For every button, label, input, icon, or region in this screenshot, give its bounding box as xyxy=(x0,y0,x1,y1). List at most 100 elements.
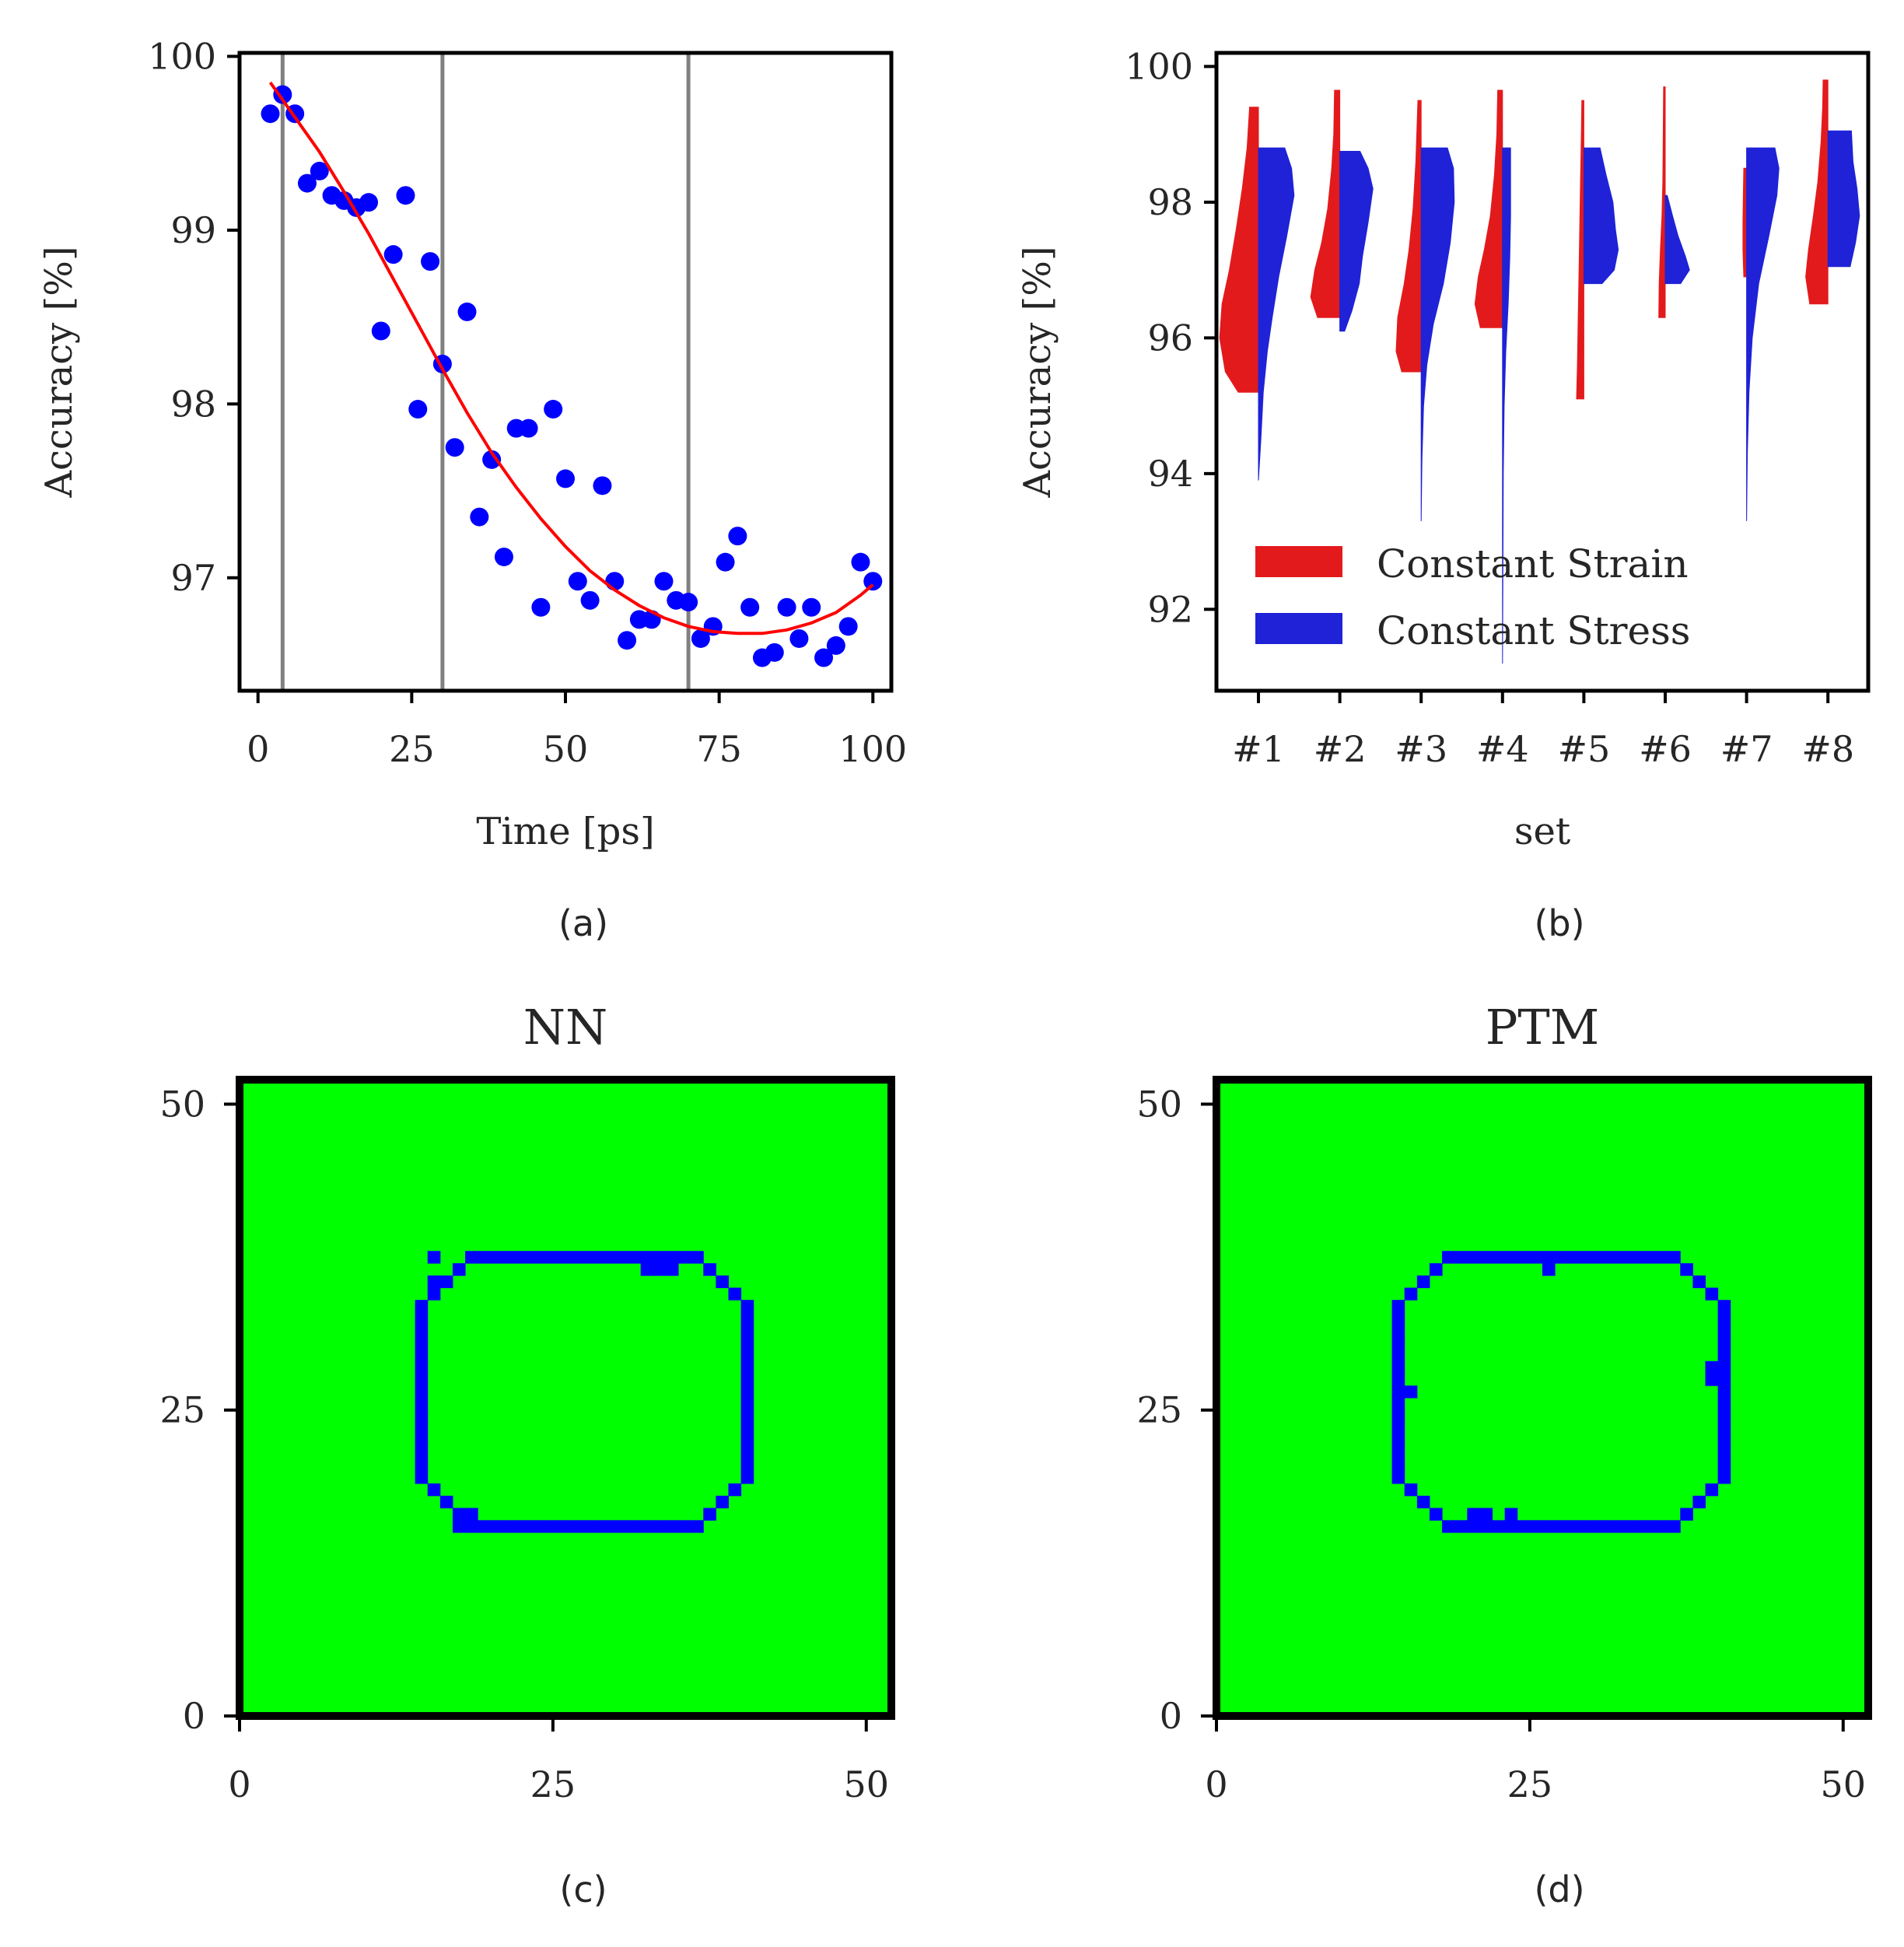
scatter-point xyxy=(728,527,747,546)
violin-stress-4 xyxy=(1502,147,1511,664)
boundary-cell xyxy=(478,1520,491,1533)
boundary-cell xyxy=(478,1251,491,1264)
boundary-cell xyxy=(1717,1434,1731,1448)
boundary-cell xyxy=(703,1262,716,1276)
boundary-cell xyxy=(415,1360,429,1374)
boundary-cell xyxy=(415,1409,429,1423)
x-tick-label: 25 xyxy=(530,1763,576,1805)
boundary-cell xyxy=(1429,1508,1443,1521)
boundary-cell xyxy=(1629,1520,1643,1533)
scatter-point xyxy=(297,173,317,193)
boundary-cell xyxy=(427,1483,441,1497)
x-tick-label: 0 xyxy=(247,728,269,770)
boundary-cell xyxy=(1668,1251,1681,1264)
y-tick-label: 94 xyxy=(1147,453,1193,495)
boundary-cell xyxy=(1391,1458,1405,1472)
violin-strain-3 xyxy=(1395,100,1422,373)
y-tick-label: 0 xyxy=(183,1695,205,1737)
boundary-cell xyxy=(678,1251,691,1264)
boundary-cell xyxy=(628,1520,642,1533)
panel-b-caption: (b) xyxy=(1534,902,1584,944)
panel-a-ylabel: Accuracy [%] xyxy=(37,246,81,498)
x-tick-label: #5 xyxy=(1557,728,1610,770)
boundary-cell xyxy=(1479,1520,1493,1533)
boundary-cell xyxy=(552,1251,566,1264)
boundary-cell xyxy=(740,1385,754,1399)
boundary-cell xyxy=(740,1398,754,1411)
boundary-cell xyxy=(1592,1251,1606,1264)
panel-d-heatmap: PTM 00 25 25 50 50 (d) xyxy=(1136,999,1872,1910)
panel-a-caption: (a) xyxy=(558,902,608,944)
boundary-cell xyxy=(1655,1520,1668,1533)
scatter-point xyxy=(654,572,674,591)
panel-b-ticks: #1 #2 #3 #4 #5 #6 #7 #8 92 94 96 98 100 xyxy=(1125,45,1854,770)
boundary-cell xyxy=(665,1520,679,1533)
boundary-cell xyxy=(415,1336,429,1350)
panel-d-title: PTM xyxy=(1486,999,1600,1056)
boundary-cell xyxy=(1629,1251,1643,1264)
boundary-cell xyxy=(1717,1458,1731,1472)
boundary-cell xyxy=(1391,1446,1405,1460)
violin-stress-5 xyxy=(1583,147,1619,285)
scatter-point xyxy=(593,476,612,496)
boundary-cell xyxy=(452,1508,466,1521)
y-tick-label: 50 xyxy=(159,1083,205,1125)
boundary-cell xyxy=(1542,1262,1556,1276)
legend: Constant Strain Constant Stress xyxy=(1255,541,1690,653)
boundary-cell xyxy=(615,1251,629,1264)
boundary-cell xyxy=(1391,1398,1405,1411)
legend-label-constant-stress: Constant Stress xyxy=(1377,608,1690,653)
boundary-cell xyxy=(552,1520,566,1533)
panel-b-frame xyxy=(1214,51,1871,693)
boundary-cell xyxy=(415,1398,429,1411)
panel-b-ylabel: Accuracy [%] xyxy=(1016,246,1059,498)
boundary-cell xyxy=(465,1251,478,1264)
boundary-cell xyxy=(691,1520,704,1533)
boundary-cell xyxy=(1479,1508,1493,1521)
boundary-cell xyxy=(1404,1483,1418,1497)
x-tick-label: 50 xyxy=(843,1763,889,1805)
x-tick-label: 50 xyxy=(1820,1763,1866,1805)
boundary-cell xyxy=(1542,1251,1556,1264)
boundary-cell xyxy=(716,1275,729,1288)
x-tick-label: #3 xyxy=(1395,728,1447,770)
boundary-cell xyxy=(1580,1251,1593,1264)
x-tick-label: #7 xyxy=(1720,728,1773,770)
boundary-cell xyxy=(1529,1520,1543,1533)
boundary-cell xyxy=(515,1520,529,1533)
boundary-cell xyxy=(1717,1422,1731,1435)
scatter-point xyxy=(826,636,845,655)
boundary-cell xyxy=(1605,1251,1619,1264)
violin-stress-2 xyxy=(1339,151,1374,332)
scatter-point xyxy=(482,450,502,469)
fit-line xyxy=(268,81,874,636)
x-tick-label: 25 xyxy=(389,728,435,770)
panel-a-ticks: 0 25 50 75 100 97 98 99 100 xyxy=(148,35,907,770)
panel-a-frame xyxy=(237,51,894,693)
boundary-cell xyxy=(1517,1520,1531,1533)
violin-strain-8 xyxy=(1805,79,1829,305)
boundary-cell xyxy=(665,1251,679,1264)
scatter-point xyxy=(359,193,379,212)
boundary-cell xyxy=(1717,1385,1731,1399)
scatter-point xyxy=(691,629,710,648)
violin-strain-2 xyxy=(1310,89,1341,318)
boundary-cell xyxy=(1442,1520,1455,1533)
scatter-point xyxy=(421,252,440,271)
map-background xyxy=(240,1080,891,1716)
boundary-cell xyxy=(1517,1251,1531,1264)
violin-strain-1 xyxy=(1219,107,1259,393)
boundary-cell xyxy=(465,1508,478,1521)
boundary-cell xyxy=(415,1324,429,1337)
boundary-cell xyxy=(590,1520,604,1533)
boundary-cell xyxy=(628,1251,642,1264)
boundary-cell xyxy=(490,1520,503,1533)
boundary-cell xyxy=(1705,1287,1719,1301)
boundary-cell xyxy=(415,1471,429,1484)
x-tick-label: #4 xyxy=(1476,728,1529,770)
x-tick-label: 50 xyxy=(543,728,589,770)
scatter-point xyxy=(371,321,390,341)
boundary-cell xyxy=(415,1446,429,1460)
boundary-cell xyxy=(640,1262,654,1276)
